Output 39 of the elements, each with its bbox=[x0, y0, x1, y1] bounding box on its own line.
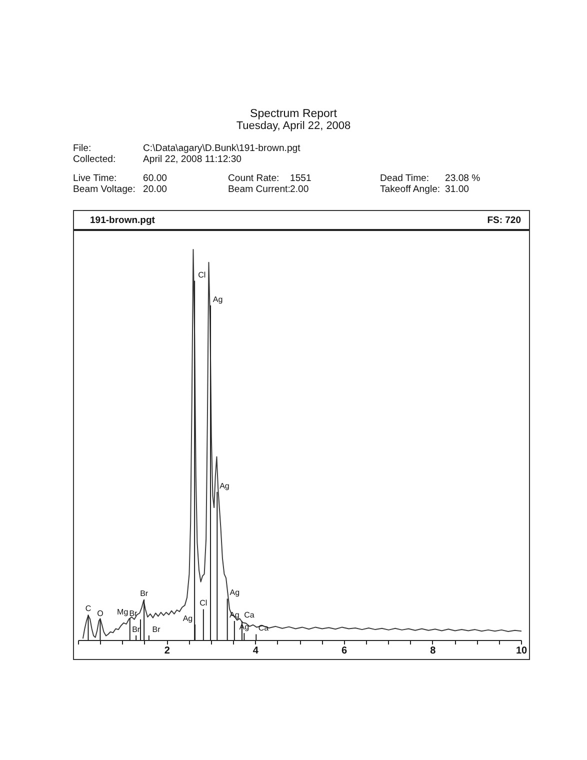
x-tick-label: 4 bbox=[252, 646, 259, 656]
annotation: Ag bbox=[182, 614, 193, 623]
text: FS: 720 bbox=[487, 214, 521, 228]
text: 23.08 % bbox=[445, 172, 480, 185]
text: 31.00 bbox=[445, 183, 470, 197]
text: 1551 bbox=[290, 172, 312, 185]
text: File: bbox=[73, 142, 92, 155]
annotation: Ca bbox=[244, 610, 255, 620]
text: Beam Current: bbox=[228, 183, 290, 197]
chart-title: Spectrum Report bbox=[249, 107, 338, 121]
x-tick-label: 6 bbox=[342, 646, 348, 656]
text: Dead Time: bbox=[380, 172, 430, 185]
annotation: Ag bbox=[220, 481, 230, 490]
annotation: O bbox=[97, 608, 104, 618]
x-tick-label: 10 bbox=[516, 646, 528, 656]
text: April 22, 2008 11:12:30 bbox=[143, 153, 242, 167]
text: 2.00 bbox=[290, 183, 309, 197]
text: 191-brown.pgt bbox=[90, 214, 155, 228]
annotation: Cl bbox=[200, 598, 208, 608]
annotation: Ag bbox=[230, 588, 240, 598]
chart-subtitle: Tuesday, April 22, 2008 bbox=[235, 120, 352, 134]
text: 20.00 bbox=[143, 183, 168, 197]
text: Beam Voltage: bbox=[73, 183, 136, 197]
text: Collected: bbox=[73, 153, 116, 167]
text: Takeoff Angle: bbox=[380, 183, 440, 197]
annotation: Cl bbox=[198, 270, 206, 280]
annotation: Mg bbox=[117, 608, 128, 617]
text: Live Time: bbox=[73, 172, 117, 185]
annotation: Br bbox=[132, 624, 140, 634]
x-tick-label: 8 bbox=[430, 646, 436, 656]
text: Count Rate: bbox=[228, 172, 280, 185]
annotation: Ag bbox=[212, 294, 223, 304]
x-tick-label: 2 bbox=[164, 646, 170, 656]
annotation: Br bbox=[152, 624, 161, 634]
annotation: Br bbox=[140, 588, 148, 598]
annotation: C bbox=[85, 604, 92, 614]
text: C:\Data\agary\D.Bunk\191-brown.pgt bbox=[143, 142, 300, 155]
annotation: Br bbox=[129, 608, 138, 618]
text: 60.00 bbox=[143, 172, 168, 185]
